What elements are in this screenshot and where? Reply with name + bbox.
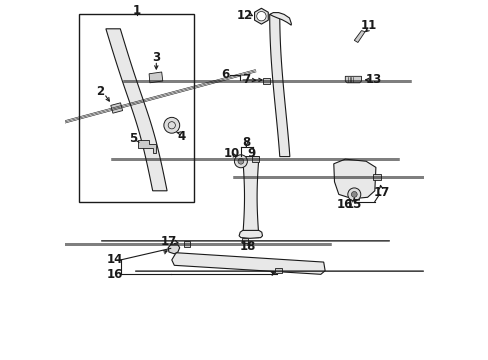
Text: 11: 11 [360, 19, 376, 32]
Text: 2: 2 [96, 85, 103, 98]
Circle shape [234, 155, 247, 168]
Circle shape [347, 188, 360, 201]
Polygon shape [263, 78, 270, 84]
Polygon shape [149, 72, 163, 83]
Text: 17: 17 [373, 186, 389, 199]
Circle shape [256, 12, 265, 21]
Polygon shape [275, 268, 282, 273]
Polygon shape [168, 245, 179, 254]
Polygon shape [106, 29, 167, 191]
Text: 5: 5 [128, 132, 137, 145]
Circle shape [163, 117, 179, 133]
Text: 12: 12 [237, 9, 253, 22]
Text: 1: 1 [132, 4, 140, 17]
Polygon shape [345, 76, 361, 83]
Circle shape [351, 192, 356, 197]
Polygon shape [171, 253, 325, 274]
Polygon shape [254, 8, 268, 24]
Polygon shape [183, 242, 190, 247]
Circle shape [238, 158, 244, 164]
Text: 17: 17 [161, 235, 177, 248]
Text: 4: 4 [177, 130, 185, 143]
Bar [79, 14, 194, 202]
Polygon shape [269, 13, 291, 25]
Polygon shape [242, 238, 248, 243]
Text: 13: 13 [365, 73, 381, 86]
Text: 15: 15 [346, 198, 362, 211]
Polygon shape [138, 140, 156, 153]
Polygon shape [251, 156, 258, 162]
Polygon shape [239, 230, 262, 238]
Text: 3: 3 [152, 51, 160, 64]
Text: 8: 8 [242, 136, 250, 149]
Text: 7: 7 [242, 73, 250, 86]
Text: 14: 14 [106, 253, 123, 266]
Text: 16: 16 [336, 198, 353, 211]
Polygon shape [333, 159, 375, 199]
Text: 16: 16 [106, 268, 123, 281]
Polygon shape [242, 157, 258, 238]
Text: 18: 18 [240, 240, 256, 253]
Text: 6: 6 [221, 68, 229, 81]
Text: 9: 9 [247, 147, 255, 159]
Polygon shape [373, 174, 380, 180]
Text: 10: 10 [223, 147, 239, 160]
Polygon shape [111, 103, 122, 113]
Polygon shape [354, 31, 365, 42]
Polygon shape [269, 14, 289, 157]
